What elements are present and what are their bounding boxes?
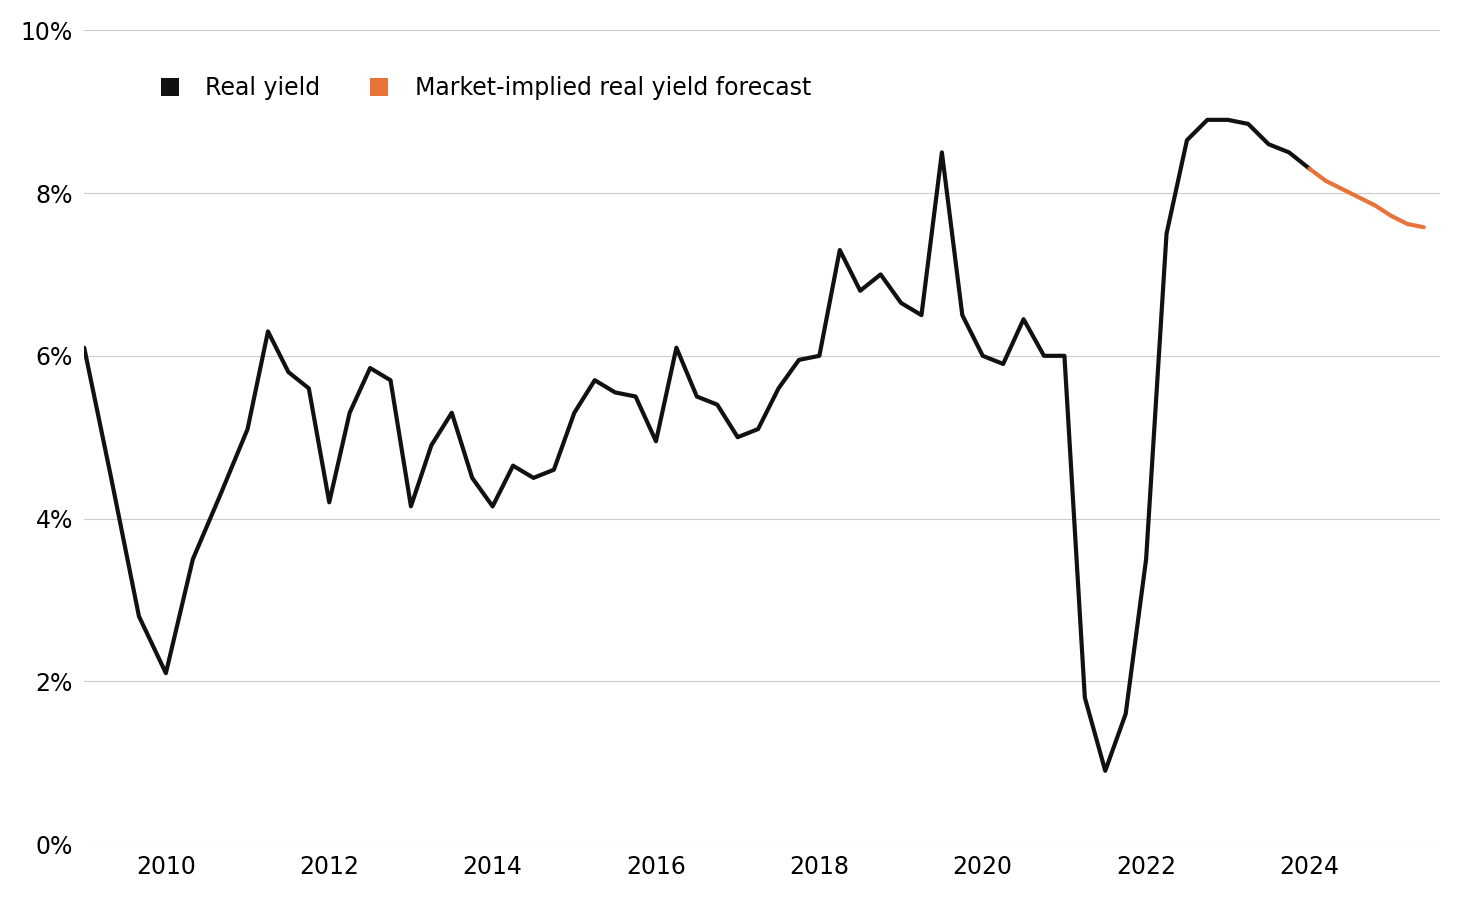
Legend: Real yield, Market-implied real yield forecast: Real yield, Market-implied real yield fo… [137,67,821,110]
